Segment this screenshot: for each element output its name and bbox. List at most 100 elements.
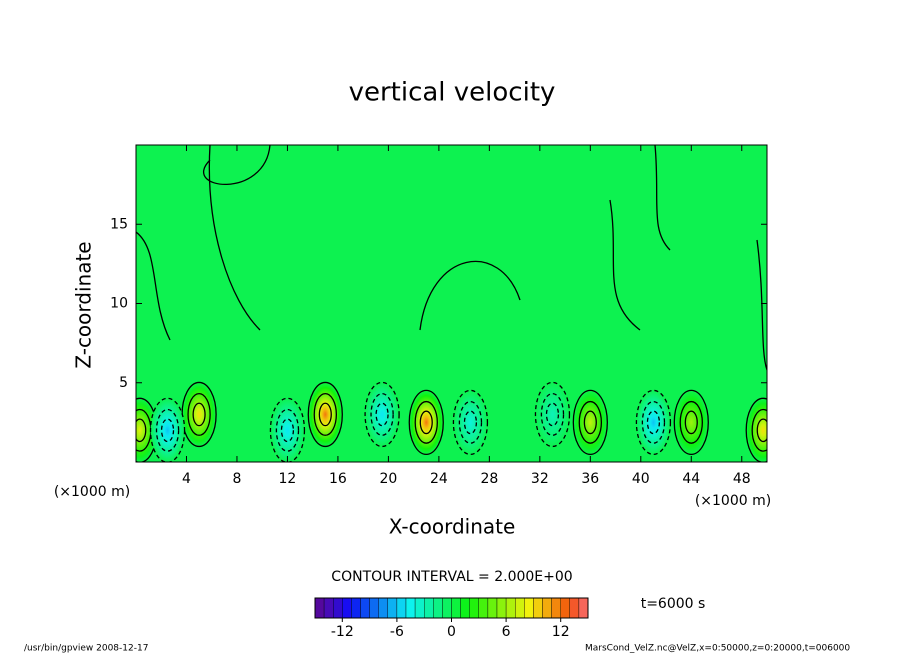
- contour-line: [149, 397, 186, 462]
- y-tick-label: 5: [119, 375, 128, 391]
- contour-line: [635, 389, 672, 456]
- colorbar-box: [469, 597, 480, 619]
- contour-line: [419, 410, 433, 435]
- contour-line: [646, 410, 661, 435]
- colorbar-tick-label: 0: [447, 624, 456, 640]
- contour-line: [578, 400, 603, 444]
- colorbar-box: [569, 597, 580, 619]
- velocity-cell: [270, 398, 305, 462]
- colorbar-box: [387, 597, 398, 619]
- colorbar-box: [323, 597, 334, 619]
- colorbar-tick-label: 12: [552, 624, 570, 640]
- contour-line: [192, 402, 206, 427]
- x-axis-label: X-coordinate: [389, 515, 516, 539]
- contour-line: [364, 381, 400, 448]
- x-tick-label: 12: [279, 471, 297, 487]
- x-tick-label: 32: [531, 471, 549, 487]
- contour-line: [572, 389, 608, 456]
- contour-line: [313, 393, 338, 436]
- colorbar-box: [396, 597, 407, 619]
- contour-line: [679, 400, 703, 444]
- velocity-cell: [409, 390, 444, 455]
- contour-interval: CONTOUR INTERVAL = 2.000E+00: [331, 569, 572, 585]
- velocity-cell: [674, 390, 709, 455]
- contour-line: [756, 418, 767, 443]
- colorbar-box: [487, 597, 498, 619]
- colorbar-tick-label: -6: [390, 624, 404, 640]
- velocity-cell: [746, 398, 767, 462]
- contour-line: [136, 145, 767, 371]
- colorbar-box: [442, 597, 452, 619]
- colorbar-box: [378, 597, 389, 619]
- x-tick-label: 48: [733, 471, 751, 487]
- x-tick-label: 20: [379, 471, 397, 487]
- footer-right: MarsCond_VelZ.nc@VelZ,x=0:50000,z=0:2000…: [585, 644, 850, 654]
- colorbar-box: [505, 597, 516, 619]
- colorbar-box: [496, 597, 507, 619]
- contour-line: [458, 400, 483, 444]
- contour-line: [307, 381, 343, 448]
- colorbar-box: [424, 597, 434, 619]
- colorbar-tick-label: -12: [331, 624, 354, 640]
- contour-line: [155, 408, 180, 452]
- contour-line: [534, 381, 571, 448]
- colorbar-box: [360, 597, 370, 619]
- contour-line: [540, 393, 565, 436]
- x-tick-label: 40: [632, 471, 650, 487]
- colorbar-box: [478, 597, 489, 619]
- colorbar-box: [369, 597, 379, 619]
- velocity-cell: [136, 398, 157, 462]
- velocity-cell: [636, 390, 671, 455]
- colorbar-box: [314, 597, 325, 619]
- contour-line: [452, 389, 489, 456]
- colorbar-box: [515, 597, 525, 619]
- colorbar-box: [533, 597, 543, 619]
- colorbar-box: [405, 597, 416, 619]
- contour-line: [745, 397, 767, 462]
- contour-line: [408, 389, 444, 456]
- contour-line: [375, 402, 389, 427]
- colorbar-box: [351, 597, 361, 619]
- y-tick-label: 10: [110, 296, 128, 312]
- contour-line: [187, 393, 211, 436]
- colorbar-box: [333, 597, 343, 619]
- colorbar-box: [542, 597, 552, 619]
- contour-line: [463, 410, 478, 435]
- contour-line: [414, 400, 438, 444]
- x-tick-label: 36: [581, 471, 599, 487]
- contour-line: [318, 402, 332, 427]
- colorbar-box: [460, 597, 470, 619]
- colorbar-box: [524, 597, 534, 619]
- velocity-cell: [308, 382, 343, 447]
- x-tick-label: 4: [182, 471, 191, 487]
- contour-line: [269, 397, 306, 462]
- x-tick-label: 8: [232, 471, 241, 487]
- velocity-cell: [150, 398, 185, 462]
- colorbar-box: [414, 597, 425, 619]
- contour-line: [684, 410, 698, 435]
- velocity-cell: [365, 382, 400, 447]
- contour-line: [370, 393, 394, 436]
- contour-line: [275, 408, 300, 452]
- y-axis-label: Z-coordinate: [72, 241, 96, 368]
- contour-line: [136, 418, 147, 443]
- y-unit: (×1000 m): [695, 493, 771, 509]
- x-tick-label: 24: [430, 471, 448, 487]
- contour-line: [280, 418, 295, 443]
- x-tick-label: 28: [480, 471, 498, 487]
- y-tick-label: 15: [110, 216, 128, 232]
- colorbar-tick-label: 6: [502, 624, 511, 640]
- velocity-cell: [182, 382, 217, 447]
- colorbar-box: [560, 597, 571, 619]
- chart-title: vertical velocity: [349, 78, 556, 108]
- colorbar-box: [451, 597, 461, 619]
- field-background: [136, 145, 767, 462]
- velocity-cell: [535, 382, 570, 447]
- field: [136, 145, 767, 462]
- footer-left: /usr/bin/gpview 2008-12-17: [24, 644, 148, 654]
- x-tick-label: 16: [329, 471, 347, 487]
- velocity-cell: [453, 390, 488, 455]
- contour-line: [673, 389, 709, 456]
- colorbar-box: [551, 597, 561, 619]
